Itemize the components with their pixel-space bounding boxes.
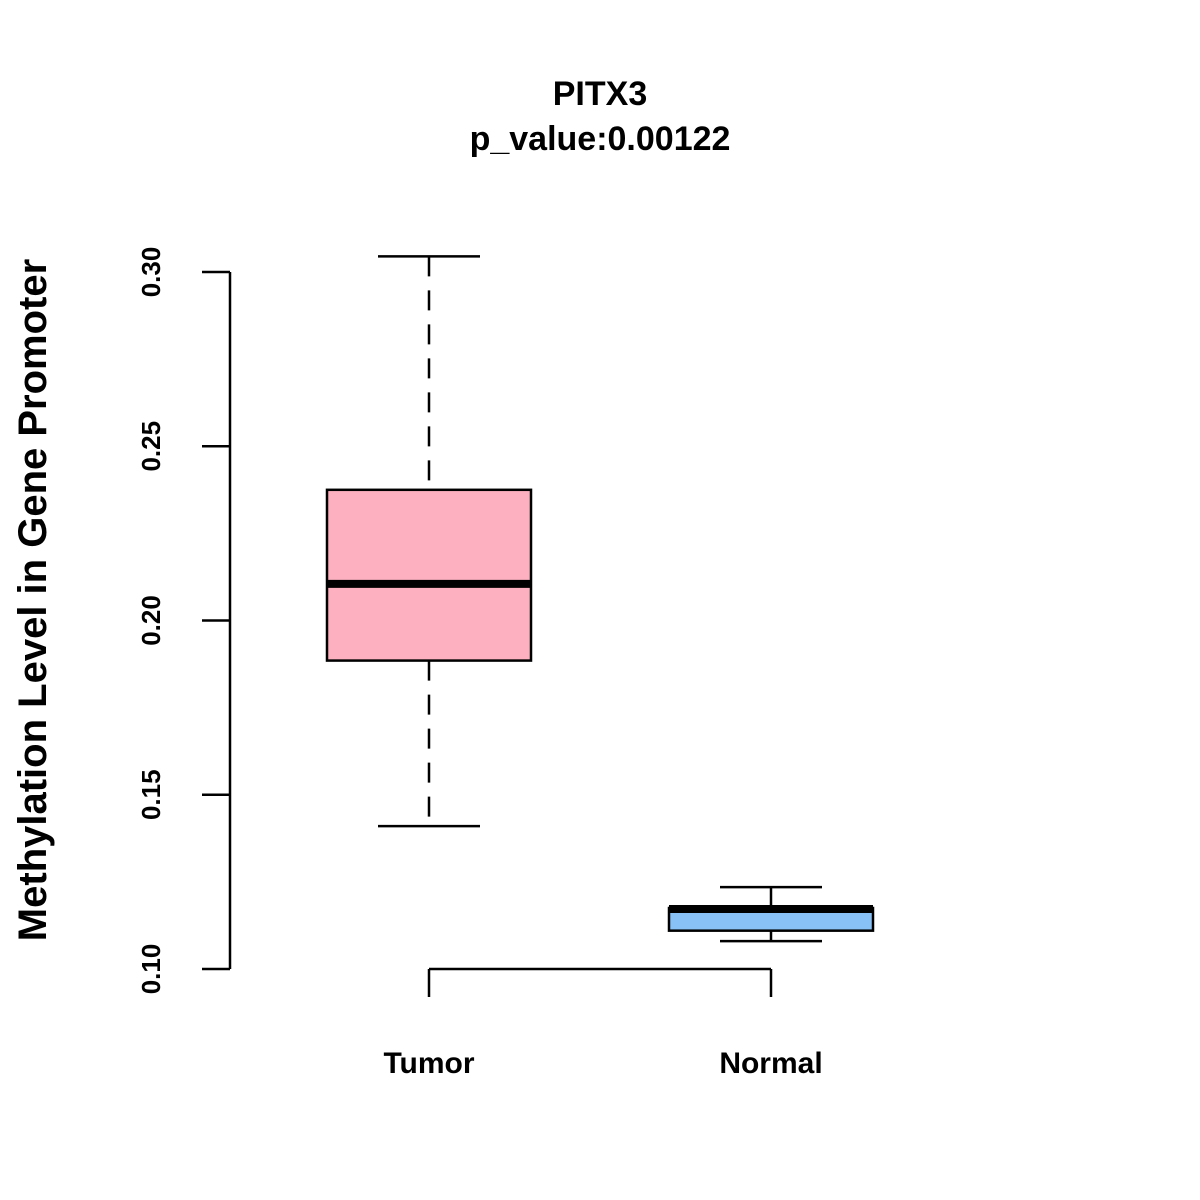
y-tick-label: 0.10 — [136, 944, 166, 995]
box-normal — [667, 885, 875, 943]
y-axis-label: Methylation Level in Gene Promoter — [11, 259, 55, 941]
x-category-label: Normal — [719, 1047, 822, 1080]
y-tick-label: 0.15 — [136, 769, 166, 820]
iqr-box — [325, 488, 533, 662]
y-tick-label: 0.20 — [136, 595, 166, 646]
y-axis: 0.10 0.15 0.20 0.25 0.30 — [136, 247, 232, 995]
boxes — [325, 255, 875, 943]
chart-title: PITX3 — [553, 75, 647, 113]
box-tumor — [325, 255, 533, 828]
x-axis: Tumor Normal — [383, 967, 823, 1080]
y-tick-label: 0.25 — [136, 421, 166, 472]
x-category-label: Tumor — [383, 1047, 474, 1080]
chart-subtitle: p_value:0.00122 — [470, 120, 731, 158]
y-tick-label: 0.30 — [136, 247, 166, 298]
